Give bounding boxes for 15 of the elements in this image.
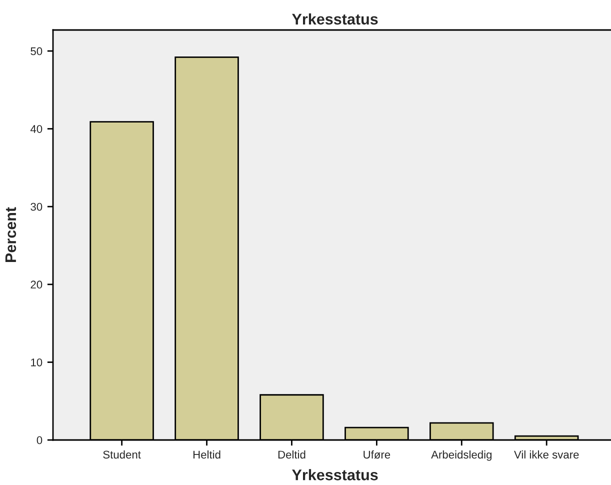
x-tick-label: Heltid bbox=[193, 450, 220, 459]
y-tick-label: 10 bbox=[31, 358, 42, 366]
x-tick-label: Deltid bbox=[278, 450, 306, 459]
y-tick-label: 40 bbox=[30, 125, 42, 133]
x-tick-label: Arbeidsledig bbox=[431, 450, 492, 461]
y-tick-label: 0 bbox=[36, 436, 42, 444]
x-tick-label: Uføre bbox=[364, 450, 390, 459]
y-axis-title: Percent bbox=[5, 207, 16, 262]
y-tick-label: 50 bbox=[30, 47, 42, 56]
x-tick-label: Vil ikke svare bbox=[514, 450, 579, 459]
y-tick-label: 30 bbox=[30, 202, 42, 211]
x-axis-title: Yrkesstatus bbox=[292, 469, 378, 480]
chart-title: Yrkesstatus bbox=[292, 13, 378, 25]
x-tick-label: Student bbox=[103, 450, 141, 459]
y-tick-label: 20 bbox=[30, 280, 42, 289]
